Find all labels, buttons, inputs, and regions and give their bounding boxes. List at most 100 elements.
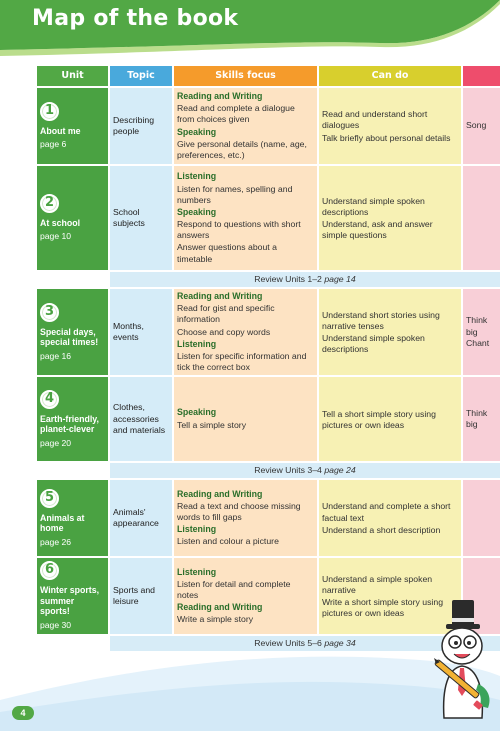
extra-item: Chant: [466, 337, 490, 348]
header-wave-shape: [0, 0, 500, 56]
column-header-unit: Unit: [37, 66, 108, 86]
skills-cell: Listening Listen for names, spelling and …: [174, 166, 317, 270]
cando-item: Understand and complete a short factual …: [322, 501, 451, 523]
skill-item: Read for gist and specific information: [177, 303, 275, 325]
footer-wave-shape: [0, 656, 500, 731]
column-header-extra: [463, 66, 500, 86]
unit-name: Earth-friendly, planet-clever: [40, 413, 99, 435]
skill-item: Write a simple story: [177, 614, 254, 625]
unit-row: 6 Winter sports, summer sports! page 30 Spo…: [37, 558, 500, 635]
review-label: Review Units 1–2: [254, 273, 322, 284]
unit-cell: 1 About me page 6: [37, 88, 108, 164]
column-header-topic: Topic: [110, 66, 172, 86]
topic-cell: Describing people: [110, 88, 172, 164]
unit-cell: 2 At school page 10: [37, 166, 108, 270]
unit-name: About me: [40, 125, 81, 136]
cando-item: Understand, ask and answer simple questi…: [322, 219, 433, 241]
skill-item: Listen for specific information and tick…: [177, 350, 307, 372]
skill-heading: Reading and Writing: [177, 291, 263, 301]
cando-item: Write a short simple story using picture…: [322, 597, 444, 619]
review-cell: Review Units 1–2 page 14: [110, 272, 500, 287]
unit-page: page 10: [40, 231, 72, 242]
skill-item: Respond to questions with short answers: [177, 219, 301, 241]
review-label: Review Units 3–4: [254, 465, 322, 476]
page-header: Map of the book: [0, 0, 500, 62]
cando-cell: Understand a simple spoken narrative Writ…: [319, 558, 461, 635]
unit-row: 4 Earth-friendly, planet-clever page 20 Clo…: [37, 377, 500, 462]
extra-cell: Think big Chant: [463, 289, 500, 376]
column-header-skills: Skills focus: [174, 66, 317, 86]
cando-cell: Understand short stories using narrative…: [319, 289, 461, 376]
cando-cell: Tell a short simple story using pictures…: [319, 377, 461, 462]
skill-heading: Listening: [177, 338, 217, 349]
cando-cell: Read and understand short dialogues Talk …: [319, 88, 461, 164]
unit-page: page 6: [40, 139, 67, 150]
unit-row: 5 Animals at home page 26 Animals' appearan…: [37, 480, 500, 557]
extra-cell: Think big: [463, 377, 500, 462]
cando-item: Understand a simple spoken narrative: [322, 573, 433, 595]
extra-cell: Song: [463, 88, 500, 164]
review-cell: Review Units 3–4 page 24: [110, 463, 500, 479]
header-row: Unit Topic Skills focus Can do: [37, 66, 500, 86]
cando-item: Read and understand short dialogues: [322, 109, 428, 131]
unit-name: Animals at home: [40, 512, 85, 534]
skill-item: Listen and colour a picture: [177, 536, 279, 547]
extra-cell: [463, 480, 500, 557]
unit-number-badge: 4: [40, 389, 59, 409]
topic-cell: Clothes, accessories and materials: [110, 377, 172, 462]
skills-cell: Reading and Writing Read for gist and spe…: [174, 289, 317, 376]
extra-item: Song: [466, 120, 487, 131]
unit-number-badge: 3: [40, 302, 59, 322]
review-row: Review Units 3–4 page 24: [37, 463, 500, 479]
unit-page: page 26: [40, 536, 72, 547]
unit-number-badge: 6: [40, 561, 59, 581]
topic-cell: Months, events: [110, 289, 172, 376]
skills-cell: Speaking Tell a simple story: [174, 377, 317, 462]
skill-item: Give personal details (name, age, prefer…: [177, 138, 307, 160]
review-spacer: [37, 463, 108, 478]
skill-item: Choose and copy words: [177, 326, 271, 337]
cando-item: Talk briefly about personal details: [322, 132, 451, 143]
unit-name: Winter sports, summer sports!: [40, 585, 100, 617]
cando-cell: Understand simple spoken descriptions Und…: [319, 166, 461, 270]
unit-page: page 30: [40, 619, 72, 630]
book-map-table: Unit Topic Skills focus Can do 1 About me…: [35, 64, 500, 653]
skill-heading: Speaking: [177, 407, 217, 418]
unit-row: 1 About me page 6 Describing people Reading …: [37, 88, 500, 164]
skill-heading: Reading and Writing: [177, 91, 263, 101]
skills-cell: Listening Listen for detail and complete …: [174, 558, 317, 635]
skill-heading: Listening: [177, 171, 217, 182]
cando-item: Understand simple spoken descriptions: [322, 333, 425, 355]
review-page: page 14: [324, 273, 356, 284]
unit-cell: 5 Animals at home page 26: [37, 480, 108, 557]
unit-cell: 3 Special days, special times! page 16: [37, 289, 108, 376]
extra-item: Think big: [466, 315, 488, 337]
skill-heading: Speaking: [177, 126, 217, 137]
unit-number-badge: 2: [40, 193, 59, 213]
review-spacer: [37, 272, 108, 287]
cando-cell: Understand and complete a short factual …: [319, 480, 461, 557]
cando-item: Understand short stories using narrative…: [322, 309, 440, 331]
skill-heading: Listening: [177, 566, 217, 577]
page-number: 4: [12, 706, 34, 720]
unit-name: Special days, special times!: [40, 326, 99, 348]
cando-item: Tell a short simple story using pictures…: [322, 408, 436, 430]
unit-page: page 20: [40, 437, 72, 448]
page-title: Map of the book: [32, 6, 239, 31]
review-row: Review Units 1–2 page 14: [37, 272, 500, 287]
review-page: page 24: [324, 465, 356, 476]
skill-heading: Reading and Writing: [177, 488, 263, 499]
cando-item: Understand simple spoken descriptions: [322, 195, 425, 217]
review-cell: Review Units 5–6 page 34: [110, 636, 500, 652]
unit-page: page 16: [40, 350, 72, 361]
skill-heading: Speaking: [177, 206, 217, 217]
mascot-icon: [434, 600, 490, 719]
topic-cell: School subjects: [110, 166, 172, 270]
skill-item: Listen for names, spelling and numbers: [177, 183, 293, 205]
unit-name: At school: [40, 217, 81, 228]
skills-cell: Reading and Writing Read and complete a d…: [174, 88, 317, 164]
review-row: Review Units 5–6 page 34: [37, 636, 500, 652]
column-header-cando: Can do: [319, 66, 461, 86]
unit-cell: 4 Earth-friendly, planet-clever page 20: [37, 377, 108, 462]
unit-number-badge: 1: [40, 101, 59, 121]
